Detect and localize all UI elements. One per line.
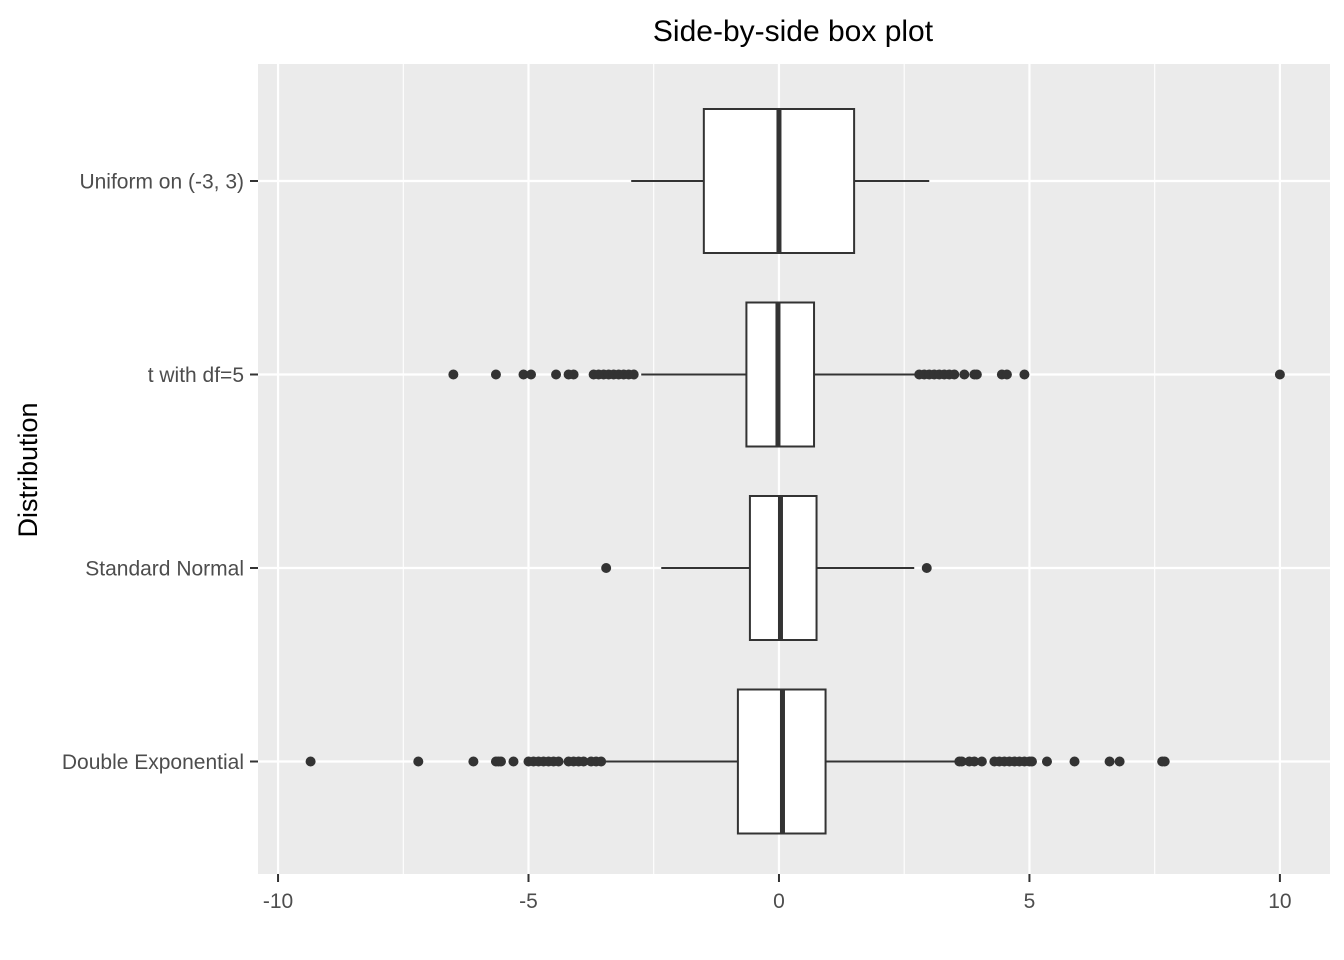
y-tick-label: Standard Normal [85,558,244,581]
box-uniform-on-3-3 [631,108,930,254]
box-standard-normal [601,495,932,641]
x-tick-label: 0 [773,890,785,913]
outlier-point [413,756,424,767]
box-t-with-df-5 [448,301,1285,448]
chart-title: Side-by-side box plot [653,15,934,48]
outlier-point [490,369,501,380]
outlier-point [969,756,980,767]
outlier-point [971,369,982,380]
y-tick-label: t with df=5 [148,364,244,387]
outlier-point [1114,756,1125,767]
outlier-point [1069,756,1080,767]
outlier-point [508,756,519,767]
outlier-point [468,756,479,767]
x-tick-label: 10 [1268,890,1291,913]
outlier-point [959,369,970,380]
outlier-point [568,369,579,380]
outlier-point [628,369,639,380]
outlier-point [601,563,612,573]
outlier-point [949,369,960,380]
outlier-point [1159,756,1170,767]
outlier-point [526,369,537,380]
outlier-point [1001,369,1012,380]
outlier-point [596,756,607,767]
y-axis-title: Distribution [13,402,43,537]
outlier-point [1019,369,1030,380]
x-tick-label: -5 [519,890,538,913]
outlier-point [976,756,987,767]
outlier-point [1274,369,1285,380]
outlier-point [448,369,459,380]
outlier-point [305,756,316,767]
outlier-point [553,756,564,767]
outlier-point [495,756,506,767]
x-tick-label: -10 [263,890,293,913]
outlier-point [551,369,562,380]
box-double-exponential [305,688,1170,835]
outlier-point [956,756,967,767]
outlier-point [1104,756,1115,767]
outlier-point [921,563,932,573]
y-tick-label: Uniform on (-3, 3) [79,171,244,194]
outlier-point [518,369,529,380]
outlier-point [1026,756,1037,767]
y-axis: Uniform on (-3, 3) t with df=5 Standard No… [62,171,258,774]
outlier-point [1041,756,1052,767]
x-tick-label: 5 [1024,890,1036,913]
outlier-point [578,756,589,767]
y-tick-label: Double Exponential [62,751,244,774]
box-iqr [748,495,818,641]
x-axis: -10 -5 0 5 10 [263,874,1292,913]
box-plots [305,108,1285,835]
